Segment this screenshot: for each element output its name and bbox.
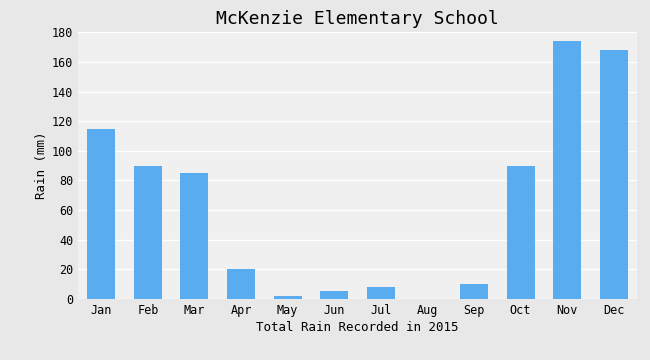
Bar [506,166,534,299]
Bar [600,50,628,299]
Bar [367,287,395,299]
Bar [134,166,162,299]
Y-axis label: Rain (mm): Rain (mm) [34,132,47,199]
Bar [87,129,115,299]
Title: McKenzie Elementary School: McKenzie Elementary School [216,10,499,28]
Bar [227,269,255,299]
X-axis label: Total Rain Recorded in 2015: Total Rain Recorded in 2015 [256,321,459,334]
Bar [460,284,488,299]
Bar [553,41,581,299]
Bar [181,173,209,299]
Bar [320,291,348,299]
Bar [274,296,302,299]
